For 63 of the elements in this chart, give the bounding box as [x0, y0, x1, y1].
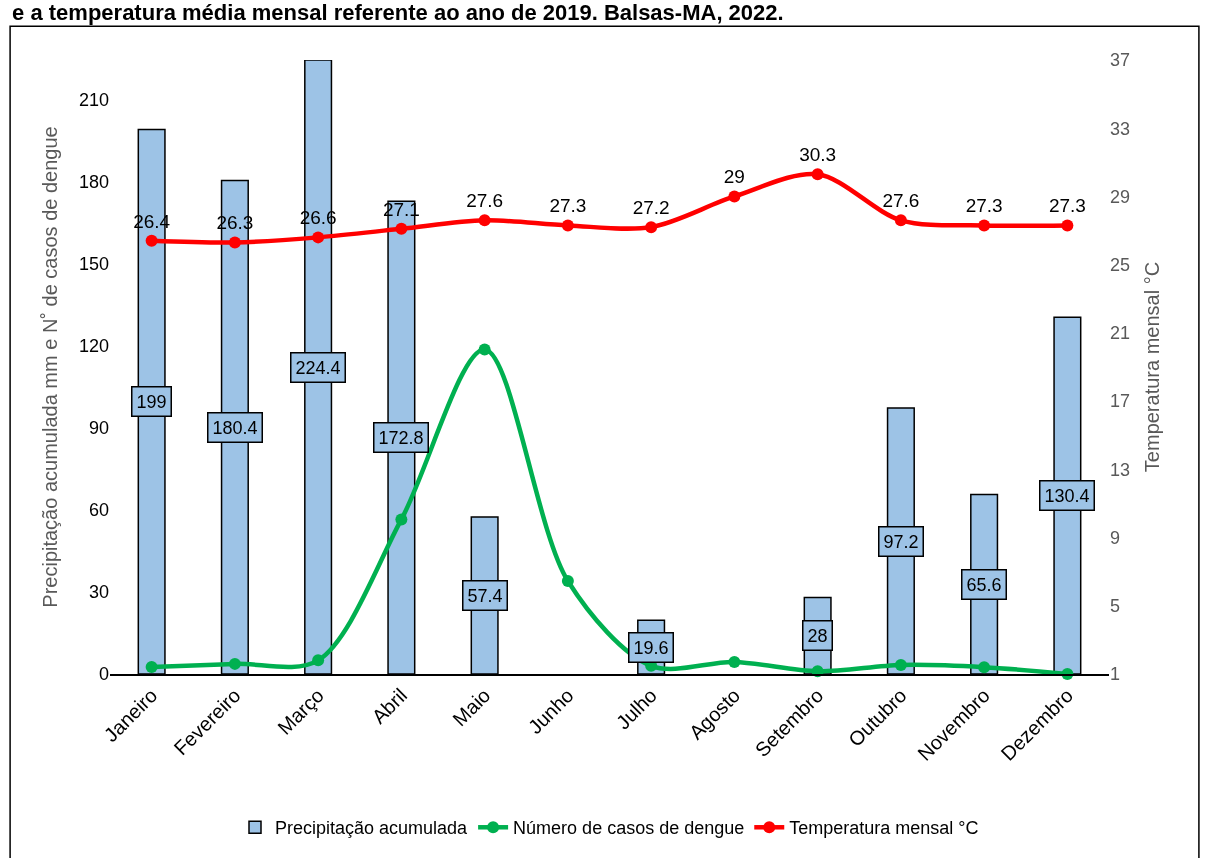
- y2-tick-label: 1: [1110, 664, 1121, 685]
- y2-tick-label: 5: [1110, 596, 1121, 617]
- y-tick-label: 180: [78, 171, 109, 192]
- y2-tick-label: 25: [1110, 254, 1131, 275]
- y2-tick-label: 9: [1110, 527, 1121, 548]
- data-label: 27.3: [1048, 195, 1086, 217]
- point: [978, 219, 991, 232]
- y-tick-label: 0: [98, 664, 109, 685]
- y-tick-label: 150: [78, 253, 109, 274]
- point: [728, 190, 741, 203]
- y2-tick-label: 13: [1110, 459, 1131, 480]
- y-tick-label: 60: [88, 500, 109, 521]
- point: [894, 214, 907, 227]
- data-label: 27.6: [882, 190, 920, 212]
- point: [1061, 219, 1074, 232]
- point: [811, 168, 824, 181]
- point: [312, 654, 325, 667]
- legend-label: Temperatura mensal °C: [789, 818, 979, 839]
- point: [978, 661, 991, 674]
- data-label: 97.2: [883, 531, 919, 552]
- point: [228, 657, 241, 670]
- data-label: 172.8: [378, 427, 424, 448]
- point: [228, 236, 241, 249]
- point: [478, 343, 491, 356]
- chart-title: e a temperatura média mensal referente ao ano de 2019. Balsas-MA, 2022.: [12, 0, 784, 25]
- point: [145, 234, 158, 247]
- y2-tick-label: 29: [1110, 186, 1131, 207]
- point: [561, 219, 574, 232]
- y-tick-label: 30: [88, 582, 109, 603]
- y-tick-label: 210: [78, 89, 109, 110]
- y-axis-title: Precipitação acumulada mm e N˚ de casos de dengue: [39, 126, 62, 608]
- point: [728, 655, 741, 668]
- point: [894, 658, 907, 671]
- data-label: 180.4: [212, 417, 258, 438]
- legend-label: Precipitação acumulada: [275, 818, 469, 839]
- y2-tick-label: 21: [1110, 323, 1131, 344]
- data-label: 27.3: [549, 195, 587, 217]
- y-tick-label: 90: [88, 418, 109, 439]
- point: [312, 231, 325, 244]
- y2-tick-label: 37: [1110, 50, 1131, 71]
- data-label: 27.3: [965, 195, 1003, 217]
- y2-axis-title: Temperatura mensal °C: [1140, 261, 1163, 473]
- point: [145, 660, 158, 673]
- point: [395, 222, 408, 235]
- data-label: 19.6: [633, 637, 669, 658]
- data-label: 199: [136, 391, 167, 412]
- data-label: 28: [807, 625, 828, 646]
- data-label: 30.3: [799, 144, 837, 166]
- y2-tick-label: 17: [1110, 391, 1131, 412]
- data-label: 57.4: [467, 585, 503, 606]
- y-tick-label: 120: [78, 335, 109, 356]
- data-label: 224.4: [295, 357, 341, 378]
- data-label: 27.6: [466, 190, 504, 212]
- data-label: 27.2: [632, 196, 670, 218]
- data-label: 29: [723, 166, 745, 188]
- point: [395, 513, 408, 526]
- point: [645, 221, 658, 234]
- data-label: 65.6: [966, 574, 1002, 595]
- data-label: 130.4: [1044, 485, 1090, 506]
- point: [561, 574, 574, 587]
- point: [478, 214, 491, 227]
- legend-label: Número de casos de dengue: [513, 818, 745, 839]
- y2-tick-label: 33: [1110, 118, 1131, 139]
